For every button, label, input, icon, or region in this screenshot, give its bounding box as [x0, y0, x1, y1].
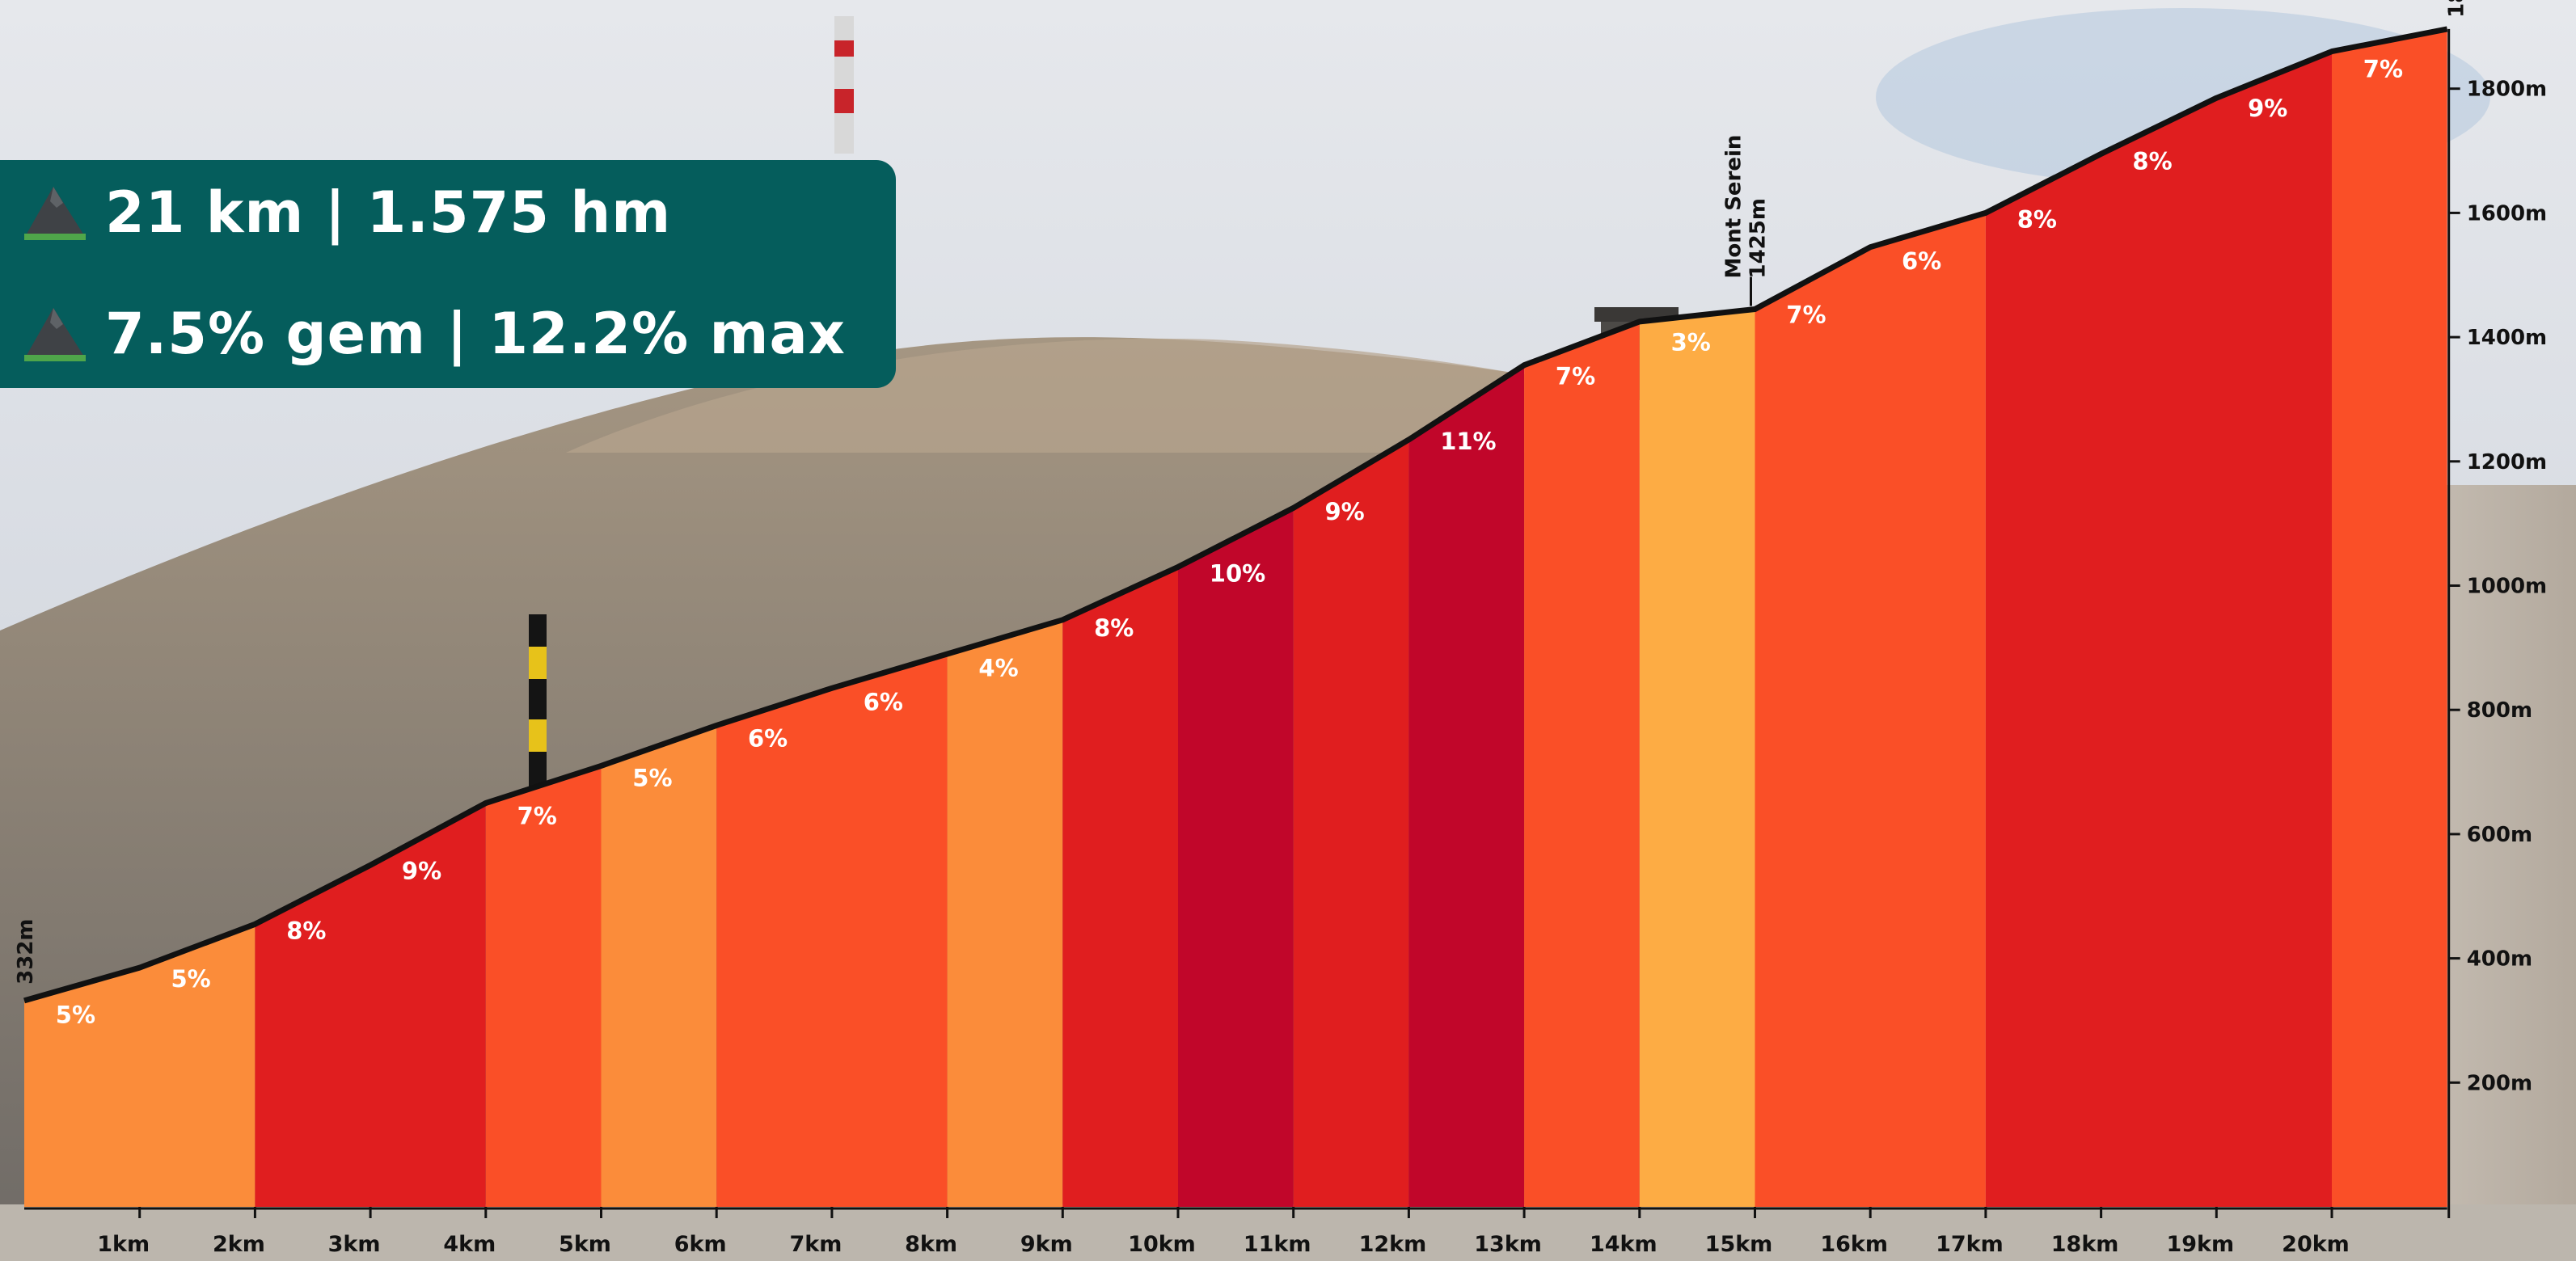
grade-label: 11%: [1440, 428, 1496, 455]
grade-label: 5%: [56, 1002, 95, 1029]
x-tick-label: 19km: [2166, 1232, 2234, 1257]
x-axis: 1km 2km 3km 4km 5km 6km 7km 8km 9km 10km 11km 12km 1…: [24, 1207, 2447, 1257]
grade-label: 4%: [978, 654, 1018, 681]
x-tick-label: 6km: [674, 1232, 727, 1257]
y-tick-label: 1000m: [2467, 575, 2547, 599]
mont-serein-elevation: 1425m: [1746, 198, 1771, 278]
grade-label: 7%: [1786, 301, 1826, 328]
x-tick-label: 8km: [905, 1232, 957, 1257]
y-tick-label: 200m: [2467, 1071, 2532, 1095]
x-tick-label: 10km: [1128, 1232, 1196, 1257]
grade-label: 6%: [1902, 247, 1941, 275]
x-tick-label: 20km: [2282, 1232, 2350, 1257]
gradient-segment-14: [2332, 28, 2447, 1207]
x-tick-label: 1km: [97, 1232, 150, 1257]
x-tick-label: 2km: [213, 1232, 265, 1257]
x-tick-label: 17km: [1936, 1232, 2004, 1257]
gradient-segment-6: [1062, 567, 1178, 1207]
summit-elevation-label: 1896m: [2445, 0, 2469, 18]
grade-label: 8%: [2132, 148, 2172, 175]
grade-label: 9%: [2248, 95, 2287, 122]
x-tick-label: 3km: [328, 1232, 381, 1257]
distance-row: 21 km | 1.575 hm: [21, 176, 671, 249]
gradient-segment-1: [255, 803, 486, 1207]
start-elevation-label: 332m: [14, 918, 38, 984]
x-tick-label: 11km: [1244, 1232, 1311, 1257]
y-tick-label: 1600m: [2467, 201, 2547, 226]
y-tick-label: 600m: [2467, 823, 2532, 847]
grade-label: 9%: [402, 857, 441, 884]
x-tick-label: 13km: [1474, 1232, 1542, 1257]
x-tick-label: 15km: [1705, 1232, 1773, 1257]
climb-stats-panel: 21 km | 1.575 hm 7.5% gem | 12.2% max: [0, 160, 896, 388]
grade-label: 7%: [517, 803, 557, 830]
antenna-tower: [834, 16, 854, 154]
mountain-icon: [24, 187, 86, 240]
x-tick-label: 5km: [559, 1232, 611, 1257]
mont-serein-name: Mont Serein: [1722, 135, 1746, 279]
gradient-segment-10: [1524, 321, 1640, 1207]
gradient-row: 7.5% gem | 12.2% max: [21, 297, 846, 370]
gradient-segment-13: [1985, 51, 2332, 1208]
gradient-segment-12: [1755, 213, 1986, 1207]
gradient-segment-7: [1178, 508, 1294, 1207]
grade-label: 7%: [2363, 55, 2403, 82]
mountain-icon: [24, 308, 86, 361]
x-tick-label: 16km: [1820, 1232, 1888, 1257]
y-tick-label: 1400m: [2467, 326, 2547, 350]
x-tick-label: 18km: [2051, 1232, 2119, 1257]
grade-label: 8%: [286, 917, 326, 944]
gradient-segment-11: [1639, 309, 1755, 1207]
gradient-stats-text: 7.5% gem | 12.2% max: [105, 301, 846, 367]
grade-label: 8%: [1094, 614, 1134, 642]
grade-label: 6%: [748, 725, 788, 753]
grade-label: 3%: [1671, 328, 1711, 356]
grade-label: 6%: [864, 689, 903, 716]
grade-label: 10%: [1210, 560, 1265, 588]
x-tick-label: 9km: [1020, 1232, 1073, 1257]
x-tick-label: 12km: [1359, 1232, 1427, 1257]
grade-label: 5%: [632, 764, 672, 791]
x-tick-label: 14km: [1590, 1232, 1658, 1257]
y-axis: 200m 400m 600m 800m 1000m 1200m 1400m 1600m 1800…: [2447, 28, 2547, 1218]
gradient-labels: 5% 5% 8% 9% 7% 5% 6% 6% 4% 8% 10% 9% 11% 7% 3% 7% 6% 8% 8%…: [56, 55, 2403, 1028]
grade-label: 7%: [1556, 363, 1595, 390]
gradient-segment-5: [947, 619, 1063, 1207]
grade-label: 8%: [2017, 205, 2057, 233]
gradient-segment-8: [1293, 439, 1409, 1207]
gradient-segment-3: [601, 725, 717, 1207]
grade-label: 5%: [171, 965, 211, 993]
x-tick-label: 4km: [443, 1232, 496, 1257]
x-tick-label: 7km: [789, 1232, 842, 1257]
gradient-segment-9: [1408, 365, 1525, 1208]
y-tick-label: 1800m: [2467, 78, 2547, 102]
gradient-segments: [23, 26, 2448, 1208]
distance-elevation-text: 21 km | 1.575 hm: [105, 179, 672, 246]
elevation-profile-line: [23, 26, 2448, 1004]
gradient-segment-2: [485, 765, 602, 1207]
y-tick-label: 800m: [2467, 698, 2532, 723]
gradient-segment-4: [716, 654, 948, 1207]
grade-label: 9%: [1325, 498, 1365, 525]
gradient-segment-0: [24, 924, 255, 1207]
y-tick-label: 1200m: [2467, 450, 2547, 474]
y-tick-label: 400m: [2467, 947, 2532, 972]
